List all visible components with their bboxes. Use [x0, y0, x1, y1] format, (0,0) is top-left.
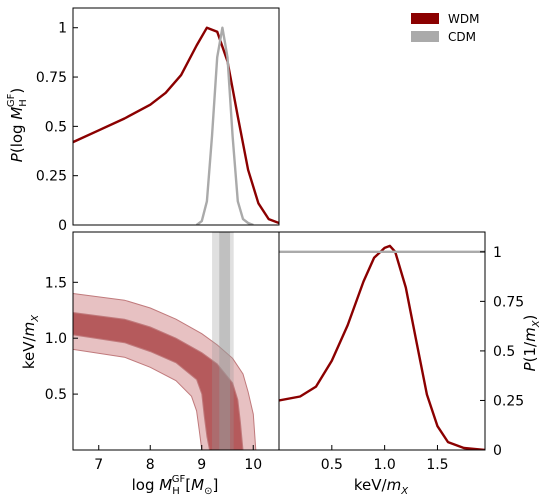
- bl-ytick-label: 0.5: [45, 387, 67, 403]
- legend-label-cdm: CDM: [448, 30, 476, 44]
- cdm-band-outer: [212, 232, 234, 450]
- legend-swatch-wdm: [411, 13, 439, 24]
- top-ytick-label: 0: [58, 218, 67, 234]
- br-xtick-label: 0.5: [321, 457, 343, 473]
- bl-xtick-label: 7: [94, 457, 103, 473]
- bl-xtick-label: 8: [146, 457, 155, 473]
- top-ytick-label: 0.75: [36, 70, 67, 86]
- cdm-band-inner: [219, 232, 231, 450]
- bottom-left-y-axis-label: keV/mX: [20, 314, 41, 369]
- top-y-axis-label: P(log MHGF): [6, 88, 29, 162]
- top-ytick-label: 0.5: [45, 119, 67, 135]
- bottom-left-panel: 0.5 1.0 1.5 7 8 9 10: [45, 231, 280, 473]
- top-frame: [72, 7, 280, 226]
- legend: WDM CDM: [411, 12, 479, 44]
- br-ytick-label: 1: [493, 245, 502, 261]
- top-panel: 0 0.25 0.5 0.75 1: [36, 7, 280, 234]
- br-xtick-label: 1.5: [426, 457, 448, 473]
- bl-xtick-label: 10: [244, 457, 262, 473]
- bl-xtick-label: 9: [197, 457, 206, 473]
- legend-swatch-cdm: [411, 31, 439, 42]
- bottom-left-x-axis-label: log MHGF[M⊙]: [132, 474, 219, 497]
- br-ytick-label: 0.5: [493, 344, 515, 360]
- br-xtick-label: 1.0: [374, 457, 396, 473]
- bl-ytick-label: 1.5: [45, 275, 67, 291]
- series-line-cdm: [195, 26, 254, 225]
- bottom-right-x-axis-label: keV/mX: [354, 476, 409, 497]
- series-line-wdm: [279, 244, 485, 450]
- band-inner: [73, 311, 244, 450]
- series-line-wdm: [73, 26, 279, 225]
- br-ytick-label: 0: [493, 443, 502, 459]
- bottom-right-y-axis-label: P(1/mX): [521, 315, 542, 372]
- br-ytick-label: 0.25: [493, 393, 524, 409]
- br-ytick-label: 0.75: [493, 294, 524, 310]
- br-frame: [278, 231, 486, 451]
- top-ytick-label: 1: [58, 21, 67, 37]
- top-ytick-label: 0.25: [36, 169, 67, 185]
- bl-ytick-label: 1.0: [45, 331, 67, 347]
- legend-label-wdm: WDM: [448, 12, 479, 26]
- bottom-right-panel: 0 0.25 0.5 0.75 1 0.5 1.0 1.5: [278, 231, 524, 473]
